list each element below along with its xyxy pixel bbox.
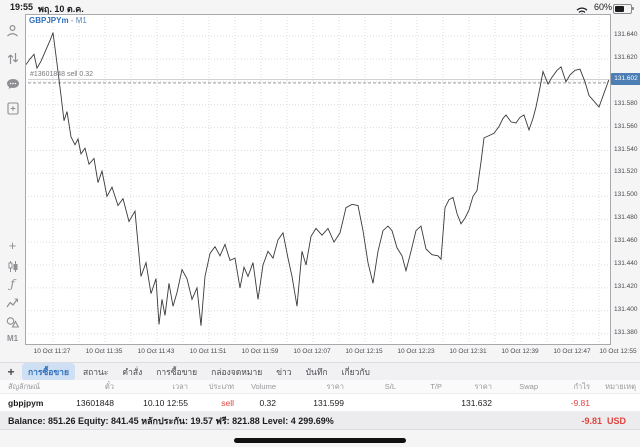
chat-icon[interactable] [0, 78, 25, 90]
symbol-name: GBPJPYm [29, 16, 69, 25]
column-header: หมายเหตุ [605, 381, 636, 391]
time-axis: 10 Oct 11:27 10 Oct 11:35 10 Oct 11:43 10 O… [25, 347, 640, 359]
column-header: S/L [384, 382, 396, 391]
price-axis-label: 131.620 [614, 53, 638, 61]
trade-arrows-icon[interactable] [0, 52, 25, 65]
column-header: กำไร [573, 381, 590, 391]
profit-value: -9.81 [581, 415, 602, 426]
floating-profit: -9.81 USD [581, 416, 640, 426]
price-line [25, 32, 610, 326]
open-position-label: #13601848 sell 0.32 [30, 71, 94, 78]
profit-currency: USD [606, 415, 626, 426]
time-axis-label: 10 Oct 12:23 [397, 348, 435, 355]
column-header: Volume [250, 382, 276, 391]
price-axis-label: 131.440 [614, 260, 638, 267]
battery-icon [613, 3, 634, 14]
price-chart[interactable]: GBPJPYm - M1 #13601848 sell 0.32 [25, 14, 626, 345]
account-summary-bar: Balance: 851.26 Equity: 841.45 หลักประกั… [0, 412, 640, 430]
chart-canvas[interactable] [25, 15, 626, 344]
toolbox-tab-1[interactable]: สถานะ [82, 366, 109, 377]
column-header: Swap [519, 382, 538, 391]
time-axis-label: 10 Oct 12:47 [553, 348, 591, 355]
toolbox-tab-0[interactable]: การซื้อขาย [22, 362, 75, 381]
time-axis-label: 10 Oct 12:39 [501, 348, 539, 355]
column-header: ตั๋ว [104, 381, 114, 391]
positions-table-header: สัญลักษณ์ ตั๋ว เวลา ประเภท Volume ราคา S/L T/P ร… [0, 380, 640, 394]
symbol-timeframe: - M1 [70, 16, 87, 25]
home-indicator[interactable] [234, 438, 406, 443]
toolbox-tabbar: + การซื้อขาย สถานะ คำสั่ง การซื้อขาย กล่องจด… [0, 362, 640, 381]
chart-toolbar: + ƒ M1 [0, 14, 25, 360]
row-cell: 131.632 [461, 397, 492, 408]
time-axis-label: 10 Oct 11:43 [137, 348, 175, 355]
time-axis-label: 10 Oct 12:55 [599, 348, 637, 355]
indicators-icon[interactable] [0, 297, 25, 309]
balance-summary: Balance: 851.26 Equity: 841.45 หลักประกั… [8, 415, 334, 426]
objects-icon[interactable] [0, 316, 25, 328]
row-cell: sell [221, 397, 234, 408]
new-order-icon[interactable] [0, 102, 25, 115]
toolbox-tab-2[interactable]: คำสั่ง [122, 366, 143, 377]
price-axis-label: 131.420 [614, 282, 638, 290]
time-axis-label: 10 Oct 12:15 [345, 348, 383, 355]
toolbox-tab-3[interactable]: การซื้อขาย [156, 366, 198, 377]
row-cell: 131.599 [313, 397, 344, 408]
clock: 19:55 [10, 2, 34, 12]
row-cell: -9.81 [570, 397, 590, 408]
price-axis-label: 131.480 [614, 214, 638, 222]
price-axis-label: 131.560 [614, 122, 638, 130]
status-date: พฤ. 10 ต.ค. [38, 4, 84, 14]
time-axis-label: 10 Oct 11:59 [241, 348, 279, 355]
price-axis-label: 131.520 [614, 168, 638, 176]
row-cell: 10.10 12:55 [143, 397, 188, 408]
time-axis-label: 10 Oct 12:31 [449, 348, 487, 355]
account-icon[interactable] [0, 24, 25, 37]
column-header: T/P [430, 382, 442, 391]
time-axis-label: 10 Oct 11:27 [33, 348, 71, 355]
price-axis-label: 131.460 [614, 237, 638, 245]
row-cell: 0.32 [259, 397, 276, 408]
price-axis-label: 131.640 [614, 31, 638, 38]
column-header: ราคา [326, 381, 344, 391]
position-row[interactable]: gbpjpym 13601848 10.10 12:55 sell 0.32 131.59… [0, 394, 640, 412]
price-axis-label: 131.380 [614, 328, 638, 336]
crosshair-icon[interactable]: + [8, 238, 17, 253]
toolbox-tab-5[interactable]: ข่าว [276, 366, 292, 377]
price-axis-label: 131.400 [614, 305, 638, 313]
add-panel-button[interactable]: + [7, 364, 15, 379]
time-axis-label: 10 Oct 11:51 [189, 348, 227, 355]
time-axis-label: 10 Oct 11:35 [85, 348, 123, 355]
chart-type-icon[interactable] [0, 260, 25, 273]
battery-percent: 60% [593, 2, 612, 12]
price-axis-label: 131.540 [614, 145, 638, 153]
row-cell: 13601848 [76, 397, 114, 408]
price-axis-label: 131.500 [614, 191, 638, 199]
status-bar: 19:55 พฤ. 10 ต.ค. 60% [0, 0, 640, 16]
toolbox-tab-6[interactable]: บันทึก [305, 366, 328, 377]
current-price-badge: 131.602 [611, 72, 640, 85]
column-header: สัญลักษณ์ [8, 381, 41, 391]
column-header: ประเภท [208, 381, 234, 391]
column-header: ราคา [474, 381, 492, 391]
timeframe-label[interactable]: M1 [6, 334, 19, 343]
row-cell: gbpjpym [8, 397, 44, 408]
price-axis: 131.602 131.640131.620131.600131.580131.… [611, 14, 640, 360]
function-icon[interactable]: ƒ [10, 277, 15, 291]
chart-symbol-title: GBPJPYm - M1 [29, 16, 87, 25]
column-header: เวลา [172, 381, 188, 391]
time-axis-label: 10 Oct 12:07 [293, 348, 331, 355]
toolbox-tab-7[interactable]: เกี่ยวกับ [341, 366, 370, 377]
toolbox-tab-4[interactable]: กล่องจดหมาย [211, 366, 263, 377]
price-axis-label: 131.580 [614, 99, 638, 107]
